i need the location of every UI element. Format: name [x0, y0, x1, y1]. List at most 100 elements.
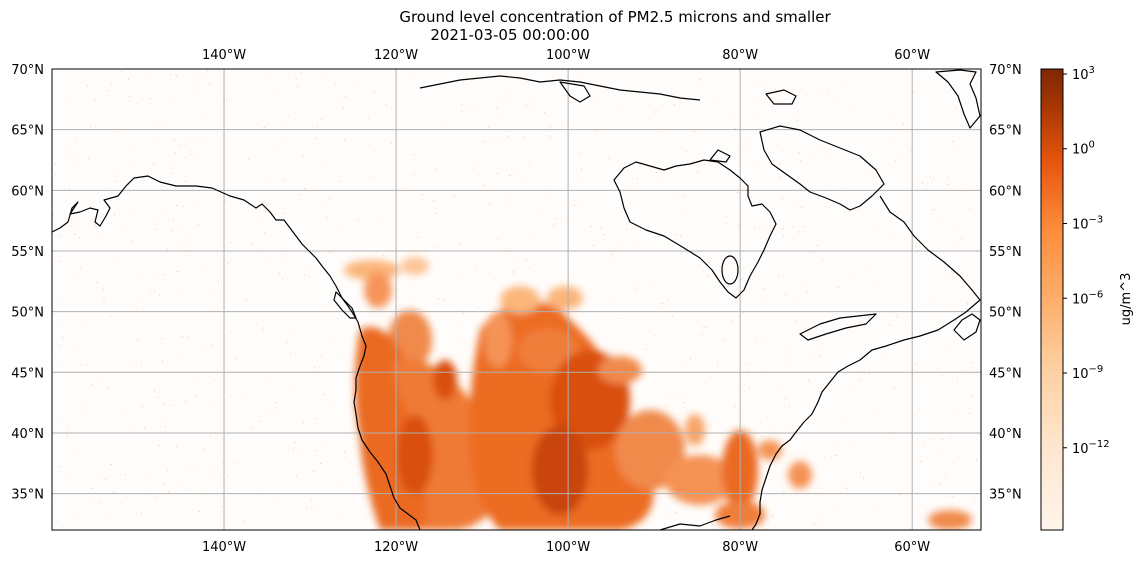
speckle-dot — [708, 262, 710, 263]
speckle-dot — [344, 95, 346, 97]
speckle-dot — [837, 441, 839, 443]
speckle-dot — [98, 201, 100, 203]
speckle-dot — [190, 151, 192, 153]
speckle-dot — [177, 226, 179, 228]
speckle-dot — [296, 474, 297, 476]
speckle-dot — [668, 299, 670, 301]
speckle-dot — [666, 295, 667, 297]
speckle-dot — [525, 259, 527, 261]
speckle-dot — [230, 241, 232, 243]
speckle-dot — [158, 272, 160, 274]
speckle-dot — [134, 366, 136, 368]
speckle-dot — [785, 318, 787, 320]
speckle-dot — [786, 395, 788, 397]
speckle-dot — [970, 289, 972, 291]
speckle-dot — [171, 95, 173, 97]
speckle-dot — [484, 140, 486, 142]
speckle-dot — [170, 230, 172, 232]
speckle-dot — [733, 406, 735, 408]
speckle-dot — [59, 466, 61, 468]
speckle-dot — [662, 104, 664, 106]
speckle-dot — [820, 262, 822, 264]
speckle-dot — [456, 336, 458, 338]
speckle-dot — [806, 291, 808, 293]
speckle-dot — [533, 238, 535, 240]
speckle-dot — [932, 180, 934, 182]
lat-tick-label-left: 55°N — [11, 245, 44, 260]
colorbar-tick-label: 100 — [1072, 140, 1095, 158]
speckle-dot — [185, 156, 187, 158]
speckle-dot — [690, 358, 692, 360]
speckle-dot — [86, 85, 88, 87]
speckle-dot — [164, 403, 166, 405]
speckle-dot — [778, 275, 780, 277]
speckle-dot — [350, 462, 352, 464]
speckle-dot — [71, 523, 73, 525]
speckle-dot — [634, 289, 636, 291]
speckle-dot — [218, 70, 220, 72]
speckle-dot — [146, 471, 148, 473]
speckle-dot — [873, 305, 875, 307]
speckle-dot — [231, 259, 233, 261]
speckle-dot — [256, 123, 258, 125]
speckle-dot — [756, 337, 758, 339]
speckle-dot — [766, 375, 768, 377]
speckle-dot — [339, 286, 341, 288]
speckle-dot — [134, 209, 135, 211]
map-title: Ground level concentration of PM2.5 micr… — [399, 8, 831, 26]
lat-tick-label-right: 40°N — [989, 427, 1022, 442]
speckle-dot — [153, 163, 155, 165]
speckle-dot — [783, 526, 785, 527]
speckle-dot — [746, 364, 748, 366]
speckle-dot — [435, 168, 437, 170]
speckle-dot — [841, 83, 843, 85]
speckle-dot — [289, 352, 291, 354]
speckle-dot — [897, 313, 899, 315]
speckle-dot — [578, 78, 580, 80]
speckle-dot — [236, 463, 238, 465]
speckle-dot — [655, 110, 656, 112]
speckle-dot — [363, 325, 365, 327]
speckle-dot — [765, 342, 766, 344]
speckle-dot — [792, 226, 794, 228]
speckle-dot — [208, 83, 210, 85]
speckle-dot — [62, 337, 64, 339]
speckle-dot — [165, 425, 167, 427]
speckle-dot — [515, 171, 517, 173]
speckle-dot — [58, 345, 60, 347]
speckle-dot — [322, 206, 324, 208]
speckle-dot — [689, 343, 691, 345]
speckle-dot — [931, 485, 933, 487]
speckle-dot — [326, 163, 328, 165]
speckle-dot — [474, 268, 476, 270]
speckle-dot — [776, 97, 778, 99]
speckle-dot — [666, 405, 667, 407]
speckle-dot — [58, 234, 60, 236]
speckle-dot — [760, 204, 762, 206]
speckle-dot — [52, 293, 54, 295]
speckle-dot — [661, 303, 663, 304]
speckle-dot — [251, 244, 253, 245]
speckle-dot — [470, 110, 472, 112]
speckle-dot — [736, 192, 738, 193]
speckle-dot — [965, 191, 967, 192]
speckle-dot — [293, 334, 295, 336]
speckle-dot — [311, 266, 313, 268]
speckle-dot — [822, 259, 824, 261]
speckle-dot — [261, 222, 263, 223]
speckle-dot — [524, 136, 525, 138]
speckle-dot — [230, 332, 232, 334]
speckle-dot — [302, 69, 304, 71]
speckle-dot — [698, 264, 700, 266]
lat-tick-label-left: 60°N — [11, 184, 44, 199]
speckle-dot — [55, 354, 57, 356]
speckle-dot — [863, 168, 865, 170]
speckle-dot — [82, 408, 84, 410]
speckle-dot — [149, 292, 151, 294]
speckle-dot — [797, 119, 799, 121]
speckle-dot — [300, 451, 301, 453]
speckle-dot — [479, 307, 481, 309]
speckle-dot — [890, 136, 892, 138]
speckle-dot — [499, 73, 501, 75]
